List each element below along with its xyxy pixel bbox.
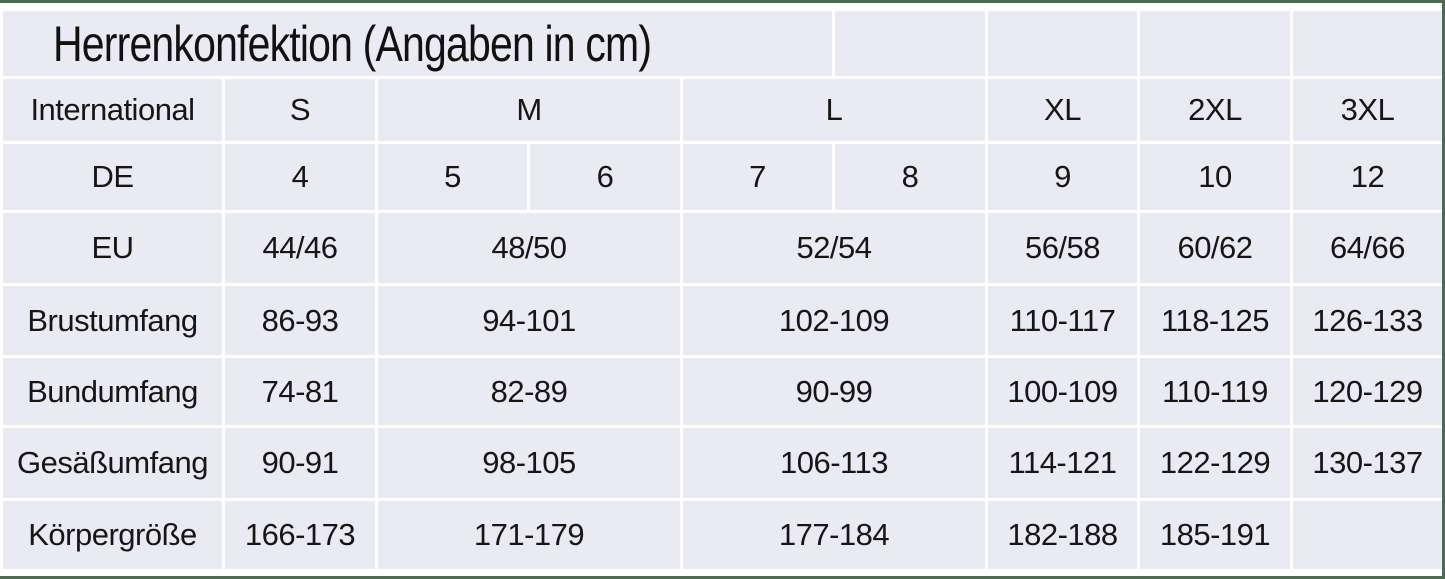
- title-spacer-cell-3: [1137, 8, 1293, 79]
- de-size-7: 7: [680, 141, 835, 213]
- international-row: International S M L XL 2XL 3XL: [0, 76, 1442, 144]
- brustumfang-3xl: 126-133: [1290, 283, 1442, 358]
- bundumfang-m: 82-89: [375, 355, 683, 428]
- brustumfang-2xl: 118-125: [1137, 283, 1293, 358]
- size-header-l: L: [680, 76, 988, 144]
- size-header-2xl: 2XL: [1137, 76, 1293, 144]
- title-spacer-cell-2: [985, 8, 1140, 79]
- bundumfang-row: Bundumfang 74-81 82-89 90-99 100-109 110…: [0, 355, 1442, 428]
- eu-size-3xl: 64/66: [1290, 210, 1442, 286]
- gesaessumfang-s: 90-91: [222, 425, 378, 501]
- size-header-xl: XL: [985, 76, 1140, 144]
- gesaessumfang-2xl: 122-129: [1137, 425, 1293, 501]
- bundumfang-2xl: 110-119: [1137, 355, 1293, 428]
- eu-size-m: 48/50: [375, 210, 683, 286]
- size-header-3xl: 3XL: [1290, 76, 1442, 144]
- brustumfang-m: 94-101: [375, 283, 683, 358]
- gesaessumfang-row: Gesäßumfang 90-91 98-105 106-113 114-121…: [0, 425, 1442, 501]
- koerpergroesse-2xl: 185-191: [1137, 498, 1293, 572]
- koerpergroesse-l: 177-184: [680, 498, 988, 572]
- eu-size-2xl: 60/62: [1137, 210, 1293, 286]
- page-title: Herrenkonfektion (Angaben in cm): [52, 15, 652, 72]
- koerpergroesse-s: 166-173: [222, 498, 378, 572]
- row-label-eu: EU: [0, 210, 225, 286]
- size-header-m: M: [375, 76, 683, 144]
- bundumfang-3xl: 120-129: [1290, 355, 1442, 428]
- row-label-de: DE: [0, 141, 225, 213]
- row-label-bundumfang: Bundumfang: [0, 355, 225, 428]
- bundumfang-s: 74-81: [222, 355, 378, 428]
- de-size-9: 9: [985, 141, 1140, 213]
- row-label-gesaessumfang: Gesäßumfang: [0, 425, 225, 501]
- table-title-cell: Herrenkonfektion (Angaben in cm): [0, 8, 835, 79]
- brustumfang-xl: 110-117: [985, 283, 1140, 358]
- de-size-10: 10: [1137, 141, 1293, 213]
- de-size-5: 5: [375, 141, 530, 213]
- eu-size-l: 52/54: [680, 210, 988, 286]
- eu-row: EU 44/46 48/50 52/54 56/58 60/62 64/66: [0, 210, 1442, 286]
- bundumfang-xl: 100-109: [985, 355, 1140, 428]
- de-row: DE 4 5 6 7 8 9 10 12: [0, 141, 1442, 213]
- brustumfang-row: Brustumfang 86-93 94-101 102-109 110-117…: [0, 283, 1442, 358]
- brustumfang-l: 102-109: [680, 283, 988, 358]
- de-size-8: 8: [832, 141, 988, 213]
- koerpergroesse-3xl-empty: [1290, 498, 1442, 572]
- brustumfang-s: 86-93: [222, 283, 378, 358]
- gesaessumfang-m: 98-105: [375, 425, 683, 501]
- koerpergroesse-xl: 182-188: [985, 498, 1140, 572]
- gesaessumfang-xl: 114-121: [985, 425, 1140, 501]
- de-size-12: 12: [1290, 141, 1442, 213]
- title-spacer-cell-4: [1290, 8, 1442, 79]
- de-size-6: 6: [527, 141, 683, 213]
- koerpergroesse-row: Körpergröße 166-173 171-179 177-184 182-…: [0, 498, 1442, 572]
- de-size-4: 4: [222, 141, 378, 213]
- title-row: Herrenkonfektion (Angaben in cm): [0, 8, 1442, 79]
- size-header-s: S: [222, 76, 378, 144]
- bundumfang-l: 90-99: [680, 355, 988, 428]
- eu-size-xl: 56/58: [985, 210, 1140, 286]
- gesaessumfang-l: 106-113: [680, 425, 988, 501]
- size-chart-table: Herrenkonfektion (Angaben in cm) Interna…: [0, 8, 1442, 572]
- row-label-brustumfang: Brustumfang: [0, 283, 225, 358]
- koerpergroesse-m: 171-179: [375, 498, 683, 572]
- row-label-koerpergroesse: Körpergröße: [0, 498, 225, 572]
- gesaessumfang-3xl: 130-137: [1290, 425, 1442, 501]
- eu-size-s: 44/46: [222, 210, 378, 286]
- title-spacer-cell-1: [832, 8, 988, 79]
- row-label-international: International: [0, 76, 225, 144]
